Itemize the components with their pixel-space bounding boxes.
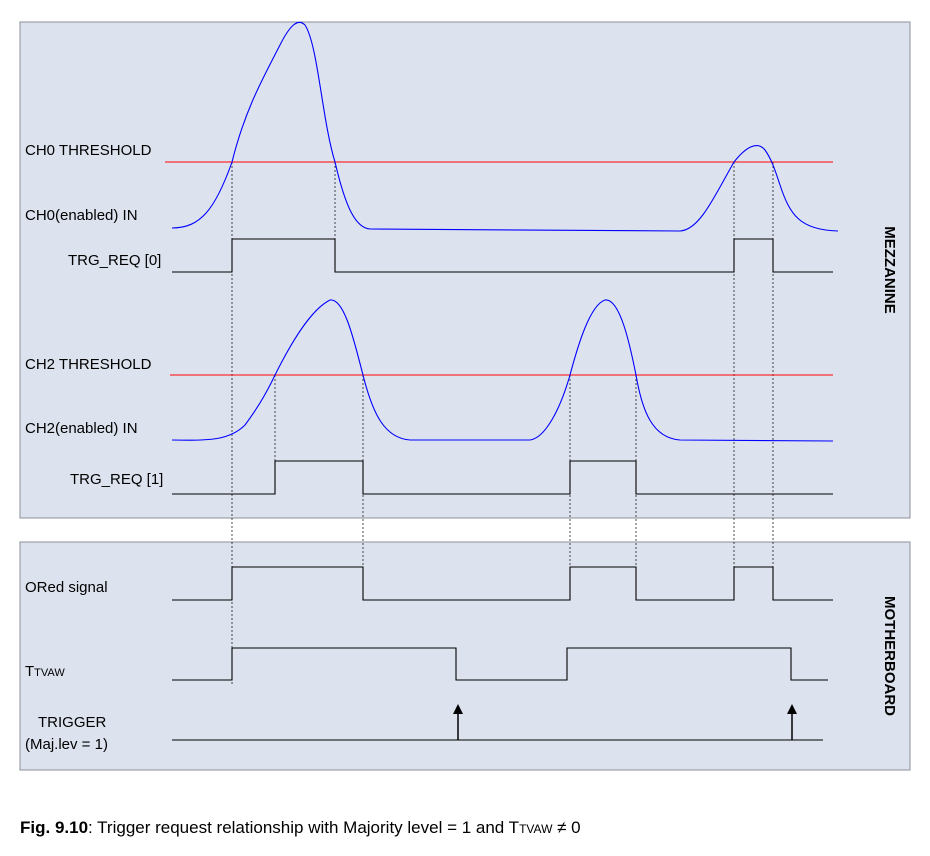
mezzanine-panel bbox=[19, 21, 911, 519]
trg-req1-signal bbox=[172, 460, 833, 495]
ored-signal bbox=[172, 566, 833, 601]
ttvaw-label: TTVAW bbox=[25, 663, 65, 680]
trigger-arrow-1 bbox=[453, 704, 463, 740]
trigger-majlev-label: (Maj.lev = 1) bbox=[25, 736, 108, 753]
caption-tail: ≠ 0 bbox=[552, 818, 581, 837]
figure-caption: Fig. 9.10: Trigger request relationship … bbox=[20, 818, 581, 838]
ch0-waveform bbox=[171, 21, 839, 232]
ttvaw-label-sub: TVAW bbox=[34, 667, 65, 679]
ttvaw-signal bbox=[172, 647, 828, 681]
ttvaw-label-main: T bbox=[25, 663, 34, 680]
caption-text: : Trigger request relationship with Majo… bbox=[88, 818, 520, 837]
ored-label: ORed signal bbox=[25, 579, 108, 596]
motherboard-title: MOTHERBOARD bbox=[881, 596, 898, 716]
trigger-label: TRIGGER bbox=[38, 714, 107, 731]
ch2-waveform bbox=[171, 299, 834, 442]
mezzanine-title: MEZZANINE bbox=[881, 226, 898, 314]
ch0-threshold-label: CH0 THRESHOLD bbox=[25, 142, 152, 159]
caption-fig-number: Fig. 9.10 bbox=[20, 818, 89, 837]
trigger-arrow-2 bbox=[787, 704, 797, 740]
trg-req0-signal bbox=[172, 238, 833, 273]
caption-sub: TVAW bbox=[519, 822, 553, 836]
ch2-in-label: CH2(enabled) IN bbox=[25, 420, 138, 437]
ch0-in-label: CH0(enabled) IN bbox=[25, 207, 138, 224]
ch2-threshold-label: CH2 THRESHOLD bbox=[25, 356, 152, 373]
trg-req1-label: TRG_REQ [1] bbox=[70, 471, 163, 488]
trg-req0-label: TRG_REQ [0] bbox=[68, 252, 161, 269]
motherboard-panel bbox=[19, 541, 911, 771]
